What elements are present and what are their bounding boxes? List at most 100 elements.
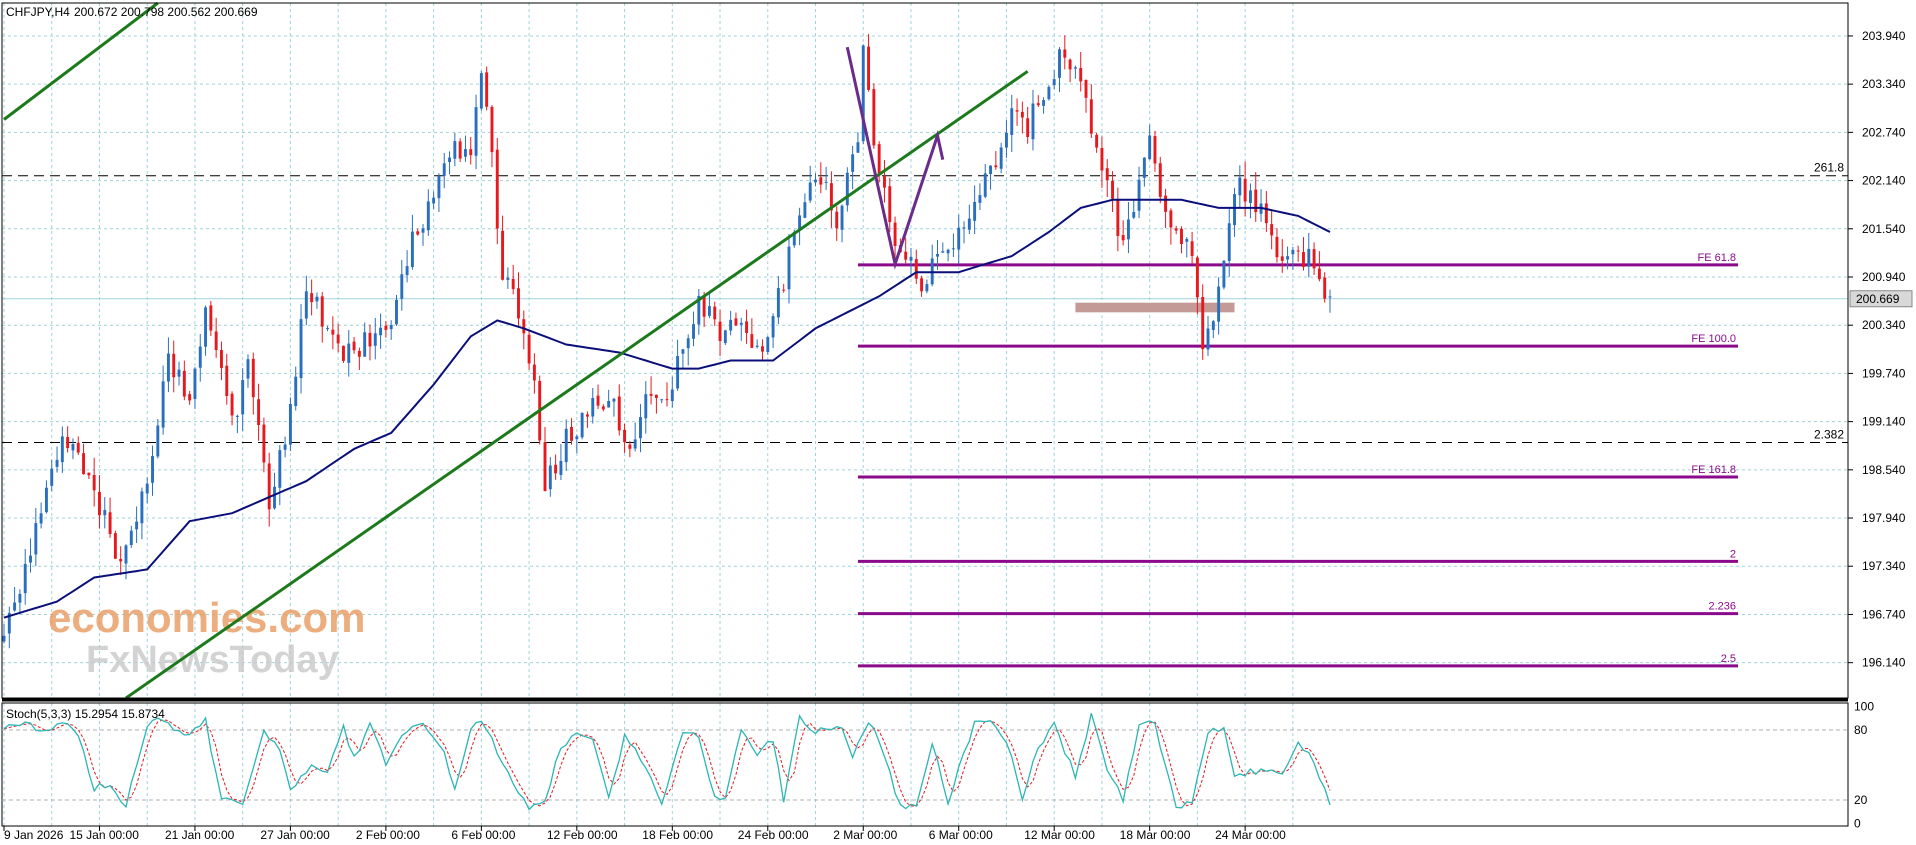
current-price-tag: [1849, 290, 1913, 308]
current-price-value: 200.669: [1856, 292, 1900, 306]
fib-level-label: 2.5: [1721, 653, 1736, 665]
watermark-brand: economies.com: [48, 594, 365, 641]
bearish-candle: [1201, 297, 1205, 350]
bearish-candle: [1020, 111, 1024, 118]
bullish-candle: [135, 521, 139, 530]
bullish-candle: [288, 403, 292, 445]
bearish-candle: [310, 293, 314, 303]
bearish-candle: [819, 177, 823, 185]
x-tick-label: 12 Mar 00:00: [1024, 828, 1095, 840]
bullish-candle: [448, 157, 451, 163]
bullish-candle: [941, 251, 945, 253]
x-tick-label: 12 Feb 00:00: [547, 828, 618, 840]
bullish-candle: [140, 491, 144, 524]
bearish-candle: [87, 472, 91, 476]
bearish-candle: [1254, 189, 1258, 213]
watermark: economies.com FxNewsToday: [48, 594, 365, 681]
bullish-candle: [967, 218, 971, 230]
fib-level-label: FE 161.8: [1691, 464, 1736, 476]
stoch-level-label: 100: [1854, 700, 1874, 714]
bullish-candle: [315, 296, 319, 302]
x-tick-label: 6 Feb 00:00: [451, 828, 515, 840]
bullish-candle: [973, 201, 977, 221]
bullish-candle: [1307, 248, 1311, 267]
bearish-candle: [745, 321, 749, 333]
x-tick-label: 18 Mar 00:00: [1120, 828, 1191, 840]
bullish-candle: [1052, 79, 1056, 86]
bullish-candle: [612, 398, 616, 402]
bullish-candle: [670, 389, 674, 402]
bullish-candle: [432, 197, 436, 204]
bearish-candle: [782, 289, 786, 291]
bullish-candle: [326, 327, 330, 329]
bearish-candle: [1105, 168, 1109, 180]
bearish-candle: [654, 394, 658, 398]
bearish-candle: [1195, 257, 1199, 298]
bearish-candle: [511, 278, 515, 290]
fib-level-label: FE 61.8: [1697, 252, 1736, 264]
bearish-candle: [108, 512, 112, 534]
bullish-candle: [692, 324, 695, 339]
bearish-candle: [994, 165, 998, 168]
bearish-candle: [1296, 250, 1300, 252]
bearish-candle: [543, 442, 547, 491]
bullish-candle: [1132, 211, 1136, 218]
bearish-candle: [1180, 228, 1183, 245]
bullish-candle: [453, 141, 457, 159]
y-tick-label: 198.540: [1862, 463, 1906, 477]
bullish-candle: [755, 345, 759, 347]
bullish-candle: [936, 254, 939, 257]
bearish-candle: [1015, 110, 1019, 112]
y-tick-label: 199.740: [1862, 366, 1906, 380]
bullish-candle: [1185, 238, 1189, 242]
bullish-candle: [50, 468, 54, 486]
trendline: [125, 70, 1029, 700]
bearish-candle: [1169, 210, 1173, 228]
dashed-level-label: 2.382: [1814, 427, 1844, 441]
bullish-candle: [633, 439, 637, 449]
bullish-candle: [124, 545, 128, 564]
bullish-candle: [639, 417, 642, 439]
bearish-candle: [596, 395, 600, 406]
bullish-candle: [729, 319, 733, 331]
bearish-candle: [336, 334, 340, 344]
bearish-candle: [1111, 180, 1114, 199]
bullish-candle: [273, 486, 276, 509]
bearish-candle: [1158, 163, 1162, 197]
bearish-candle: [750, 334, 754, 348]
bullish-candle: [479, 73, 483, 109]
bearish-candle: [734, 318, 738, 326]
ohlc-values: 200.672 200.798 200.562 200.669: [74, 5, 258, 19]
bearish-candle: [267, 463, 271, 510]
bullish-candle: [246, 359, 250, 379]
bullish-candle: [474, 107, 478, 156]
bearish-candle: [1190, 241, 1194, 256]
stochastic-panel: 100 80 20 0: [2, 700, 1874, 830]
support-zone: [1075, 302, 1235, 313]
bullish-candle: [44, 487, 48, 513]
bullish-candle: [951, 248, 955, 250]
bearish-candle: [702, 296, 706, 317]
bullish-candle: [845, 172, 849, 206]
bullish-candle: [559, 460, 563, 475]
bullish-candle: [697, 295, 701, 325]
x-tick-label: 18 Feb 00:00: [642, 828, 713, 840]
moving-average-line: [3, 198, 1331, 619]
bullish-candle: [400, 274, 404, 299]
bullish-candle: [2, 635, 6, 642]
bullish-candle: [304, 291, 308, 319]
bearish-candle: [1280, 256, 1284, 261]
bullish-candle: [1211, 321, 1215, 330]
bearish-candle: [585, 414, 589, 417]
watermark-sub: FxNewsToday: [86, 639, 339, 681]
bearish-candle: [1089, 99, 1093, 134]
stoch-level-label: 20: [1854, 793, 1868, 807]
bearish-candle: [458, 141, 462, 159]
symbol-label: CHFJPY,H4: [6, 5, 70, 19]
bullish-candle: [676, 356, 680, 389]
bearish-candle: [1243, 178, 1247, 202]
bullish-candle: [161, 381, 165, 428]
bearish-candle: [320, 296, 324, 327]
